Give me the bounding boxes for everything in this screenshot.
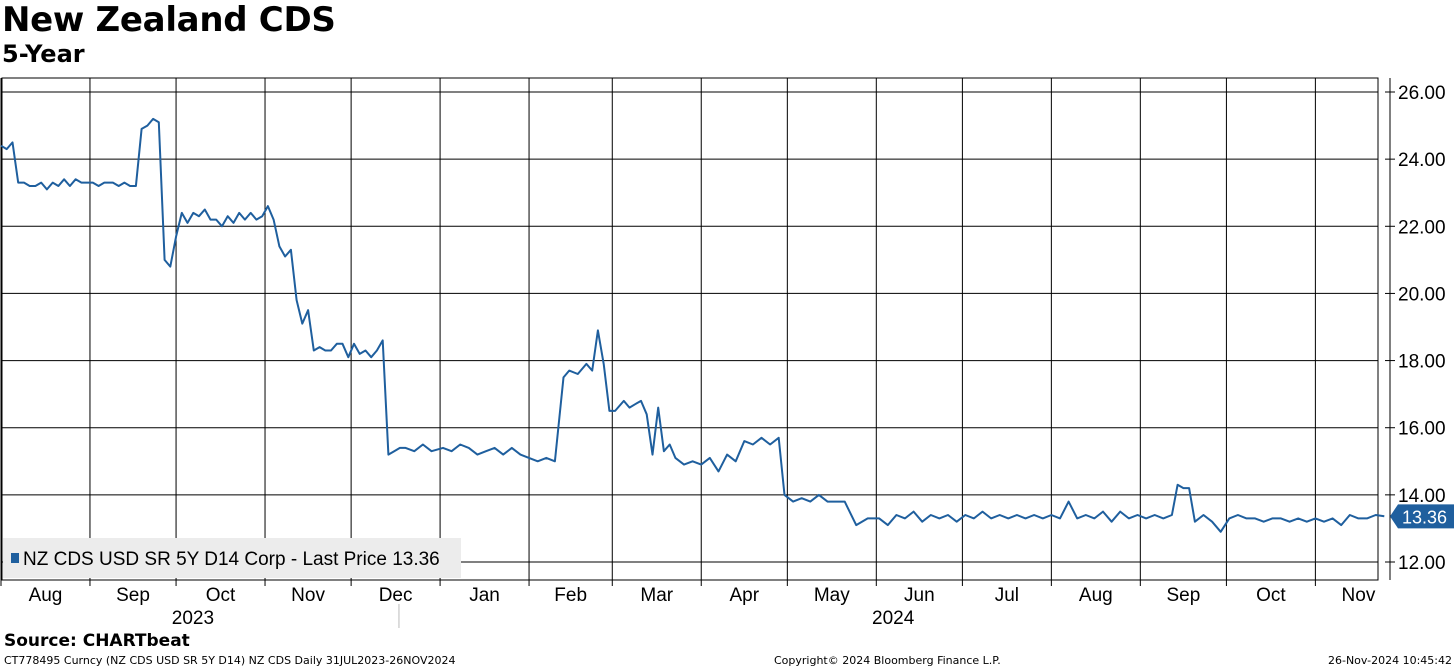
x-axis-labels: Aug Sep Oct Nov Dec Jan Feb Mar Apr May Jun Jul Aug S… [0,580,1376,629]
x-tick-label: Mar [640,585,673,606]
source-note: Source: CHARTbeat [4,631,190,651]
y-tick-label: 26.00 [1398,83,1446,104]
ticker-info: CT778495 Curncy (NZ CDS USD SR 5Y D14) N… [4,654,456,667]
y-tick-label: 12.00 [1398,553,1446,574]
y-tick-label: 18.00 [1398,352,1446,373]
x-tick-label: Aug [1079,585,1113,606]
x-tick-label: Aug [29,585,63,606]
y-tick-label: 24.00 [1398,150,1446,171]
y-tick-label: 14.00 [1398,486,1446,507]
copyright: Copyright© 2024 Bloomberg Finance L.P. [774,654,1001,667]
y-gridlines [2,91,1378,563]
last-price-badge [1390,504,1454,529]
x-tick-label: Jan [469,585,500,606]
x-tick-label: Sep [116,585,150,606]
plot-frame [1,77,1379,581]
legend-box [3,538,461,578]
x-gridlines [0,78,1316,580]
y-tick-label: 22.00 [1398,217,1446,238]
x-year-label: 2024 [872,608,915,629]
x-tick-label: Nov [291,585,325,606]
x-tick-label: Oct [1256,585,1286,606]
x-tick-label: Apr [729,585,759,606]
x-tick-label: Nov [1342,585,1376,606]
x-tick-label: Feb [554,585,587,606]
timestamp: 26-Nov-2024 10:45:42 [1327,654,1452,667]
chart-title: New Zealand CDS [2,0,336,40]
chart-subtitle: 5-Year [2,40,85,68]
legend-swatch [11,553,19,563]
x-tick-label: Jul [995,585,1019,606]
last-price-marker: 13.36 [1390,504,1454,529]
y-axis-ticks: 12.00 14.00 16.00 18.00 20.00 22.00 24.00 26.00 [1385,83,1446,574]
y-tick-label: 20.00 [1398,284,1446,305]
x-tick-label: May [814,585,850,606]
x-tick-label: Jun [904,585,935,606]
legend-label: NZ CDS USD SR 5Y D14 Corp - Last Price 1… [23,549,440,570]
x-tick-label: Sep [1166,585,1200,606]
x-year-label: 2023 [172,608,214,629]
x-tick-label: Oct [206,585,236,606]
series-line-nz-cds [0,117,1385,533]
plot-background [2,78,1378,580]
last-price-label: 13.36 [1402,507,1447,527]
y-tick-label: 16.00 [1398,419,1446,440]
x-tick-label: Dec [379,585,413,606]
legend: NZ CDS USD SR 5Y D14 Corp - Last Price 1… [3,538,461,578]
